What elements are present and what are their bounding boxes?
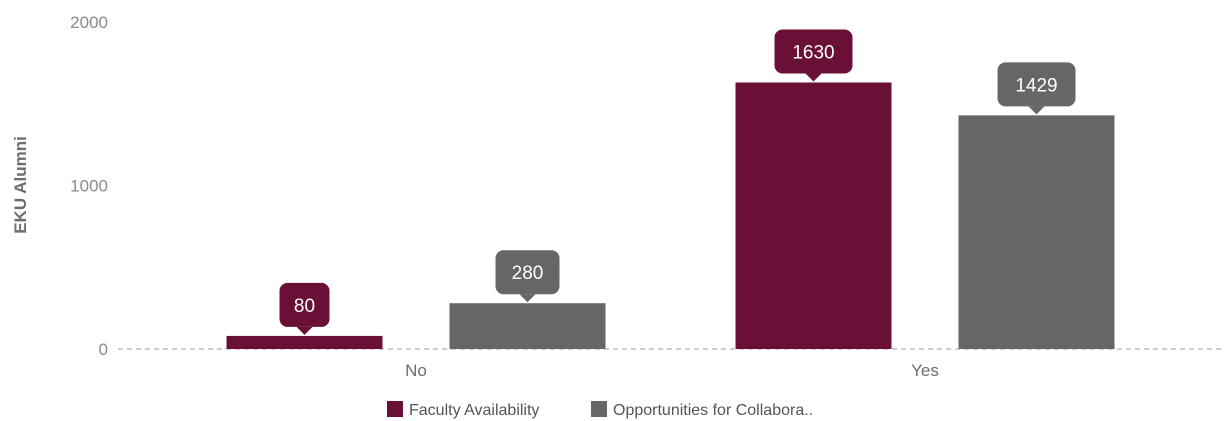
bar-no-series-1 bbox=[449, 303, 606, 349]
legend-item-1[interactable]: Opportunities for Collabora.. bbox=[591, 401, 813, 419]
legend: Faculty Availability Opportunities for Co… bbox=[387, 401, 813, 419]
data-label-text: 280 bbox=[512, 263, 544, 284]
data-label-text: 1429 bbox=[1015, 75, 1057, 96]
data-labels: 80 280 1630 1429 bbox=[279, 29, 1076, 335]
data-label-pointer bbox=[1028, 106, 1045, 115]
data-label-yes-series-0: 1630 bbox=[774, 29, 853, 82]
legend-swatch bbox=[591, 401, 607, 417]
legend-label: Opportunities for Collabora.. bbox=[613, 402, 813, 419]
x-tick-label-no: No bbox=[405, 361, 427, 380]
bar-yes-series-0 bbox=[735, 82, 892, 350]
bars bbox=[226, 82, 1115, 350]
data-label-pointer bbox=[296, 326, 313, 335]
data-label-yes-series-1: 1429 bbox=[997, 62, 1076, 115]
y-tick-label-0: 0 bbox=[99, 340, 108, 359]
data-label-bubble bbox=[279, 282, 330, 327]
legend-label: Faculty Availability bbox=[409, 402, 539, 419]
x-axis-categories: No Yes bbox=[405, 361, 939, 380]
data-label-bubble bbox=[774, 29, 853, 74]
data-label-bubble bbox=[997, 62, 1076, 107]
data-label-text: 80 bbox=[294, 296, 315, 317]
x-tick-label-yes: Yes bbox=[911, 361, 939, 380]
y-axis-title-group: EKU Alumni bbox=[11, 136, 30, 234]
legend-item-0[interactable]: Faculty Availability bbox=[387, 401, 539, 419]
data-label-bubble bbox=[495, 250, 560, 295]
bar-no-series-0 bbox=[226, 335, 383, 349]
y-tick-label-2: 2000 bbox=[70, 13, 108, 32]
data-label-no-series-1: 280 bbox=[495, 250, 560, 303]
y-axis-ticks: 0 1000 2000 bbox=[70, 13, 108, 359]
y-tick-label-1: 1000 bbox=[70, 177, 108, 196]
bar-yes-series-1 bbox=[958, 115, 1115, 350]
data-label-text: 1630 bbox=[792, 42, 834, 63]
y-axis-title: EKU Alumni bbox=[11, 136, 30, 234]
data-label-pointer bbox=[805, 73, 822, 82]
legend-swatch bbox=[387, 401, 403, 417]
data-label-no-series-0: 80 bbox=[279, 282, 330, 335]
data-label-pointer bbox=[519, 294, 536, 303]
